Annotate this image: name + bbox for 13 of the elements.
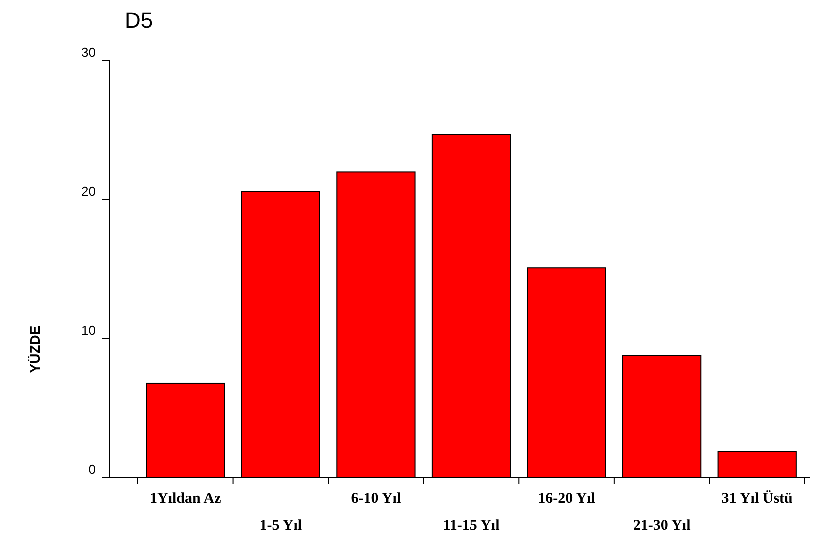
x-tick-label: 11-15 Yıl [443, 518, 500, 534]
y-axis-title: YÜZDE [27, 326, 43, 374]
x-tick-label: 16-20 Yıl [538, 491, 596, 507]
y-tick-label: 10 [82, 323, 96, 338]
x-tick-label: 1-5 Yıl [260, 518, 302, 534]
y-tick-label: 0 [88, 462, 96, 477]
y-tick-label: 20 [82, 184, 96, 199]
x-tick-label: 31 Yıl Üstü [722, 490, 793, 507]
x-tick-label: 6-10 Yıl [351, 491, 402, 507]
x-tick-label: 1Yıldan Az [150, 491, 222, 507]
x-tick-label: 21-30 Yıl [633, 518, 691, 534]
y-tick-label: 30 [82, 45, 96, 60]
chart-title: D5 [125, 8, 154, 33]
